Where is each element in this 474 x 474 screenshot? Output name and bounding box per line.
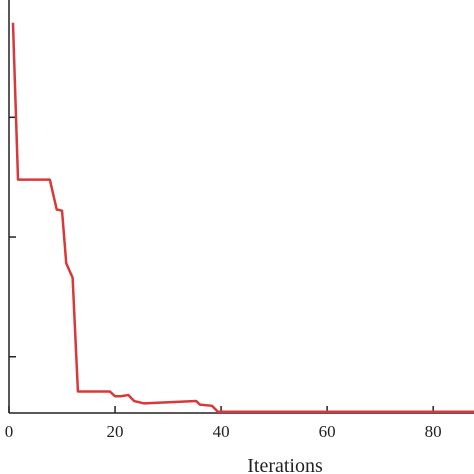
x-tick-label: 80 xyxy=(425,422,442,441)
x-tick-label: 20 xyxy=(107,422,124,441)
x-axis-label: Iterations xyxy=(247,455,323,474)
x-tick-label: 0 xyxy=(5,422,14,441)
x-tick-label: 60 xyxy=(319,422,336,441)
x-tick-label: 40 xyxy=(213,422,230,441)
line-series xyxy=(11,22,474,414)
